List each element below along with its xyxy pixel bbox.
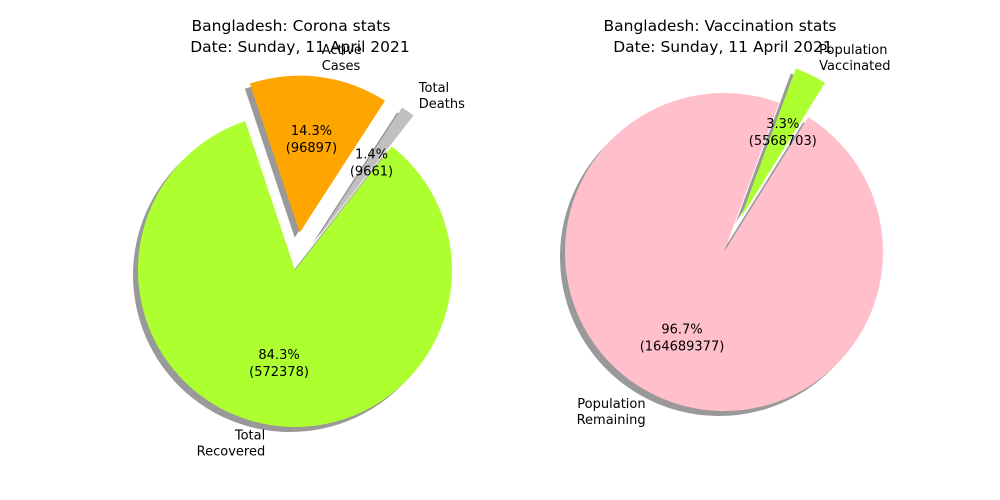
pie-category-label-population-remaining: Population Remaining [577, 397, 646, 428]
pie-percent-label: 1.4% [355, 148, 388, 163]
pie-category-label-active-cases: Active Cases [322, 43, 362, 74]
pie-category-label-total-recovered: Total Recovered [197, 428, 266, 459]
corona-stats-pie: Bangladesh: Corona stats Date: Sunday, 1… [132, 17, 465, 459]
pie-percent-label: 96.7% [661, 323, 702, 338]
vaccination-stats-pie: Bangladesh: Vaccination stats Date: Sund… [559, 17, 890, 428]
pie-subtitle: Date: Sunday, 11 April 2021 [190, 38, 410, 56]
pie-percent-label: 84.3% [258, 348, 299, 363]
pie-slice-total-recovered [137, 121, 452, 427]
pie-title: Bangladesh: Corona stats [192, 17, 391, 35]
pie-count-label: (572378) [249, 365, 309, 380]
pie-slice-total-deaths [316, 107, 414, 240]
pie-count-label: (5568703) [749, 134, 817, 149]
pie-percent-label: 14.3% [291, 124, 332, 139]
pie-slice-population-vaccinated [740, 68, 826, 218]
pie-slice-population-remaining [564, 92, 883, 411]
pie-subtitle: Date: Sunday, 11 April 2021 [613, 38, 833, 56]
pie-slice-active-cases [249, 75, 385, 233]
pie-percent-label: 3.3% [766, 117, 799, 132]
pie-count-label: (96897) [286, 141, 338, 156]
pie-count-label: (164689377) [640, 340, 725, 355]
pie-count-label: (9661) [350, 165, 393, 180]
pie-category-label-population-vaccinated: Population Vaccinated [819, 43, 890, 74]
pie-title: Bangladesh: Vaccination stats [603, 17, 836, 35]
pie-category-label-total-deaths: Total Deaths [418, 81, 465, 112]
